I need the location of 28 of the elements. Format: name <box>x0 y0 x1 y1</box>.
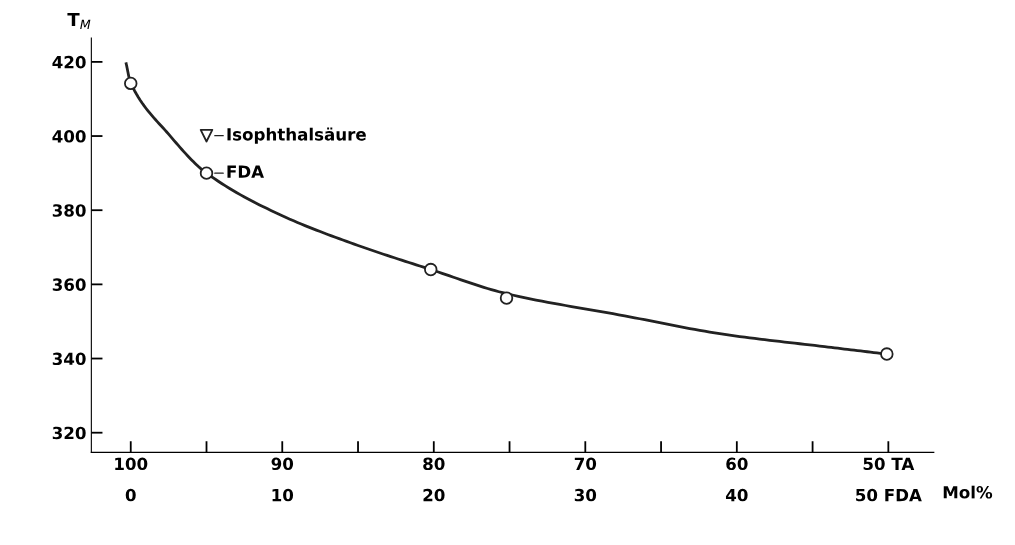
point <box>199 128 214 143</box>
x2-tick-label: 50 FDA <box>856 488 922 502</box>
point <box>199 166 214 180</box>
point <box>880 347 894 361</box>
point <box>124 76 138 91</box>
y-tick-label: 320 <box>52 426 86 440</box>
y-tick-label: 340 <box>52 352 86 366</box>
x2-tick-label: 0 <box>125 488 136 502</box>
x-tick-label: 50 TA <box>863 457 915 471</box>
y-tick-label: 420 <box>52 55 86 69</box>
y-tick-label: 380 <box>52 204 86 217</box>
x-tick-label: 60 <box>726 457 748 471</box>
annotation: FDA <box>227 165 264 178</box>
x-tick-label: 100 <box>115 457 148 471</box>
x2-tick-label: 20 <box>423 488 445 502</box>
x2-tick-label: 30 <box>574 488 597 502</box>
x-tick-label: 90 <box>271 457 294 471</box>
x-tick-label: 70 <box>574 457 597 471</box>
annotation: Isophthalsäure <box>227 127 366 144</box>
y-axis-title: T$_{M}$ <box>67 12 91 30</box>
x-axis-title: Mol% <box>943 485 993 499</box>
x2-tick-label: 40 <box>725 488 748 502</box>
y-tick-label: 400 <box>52 130 86 143</box>
point <box>424 262 438 277</box>
x-tick-label: 80 <box>423 457 445 471</box>
x2-tick-label: 10 <box>272 488 294 502</box>
y-tick-label: 360 <box>52 278 86 291</box>
point <box>499 291 514 305</box>
